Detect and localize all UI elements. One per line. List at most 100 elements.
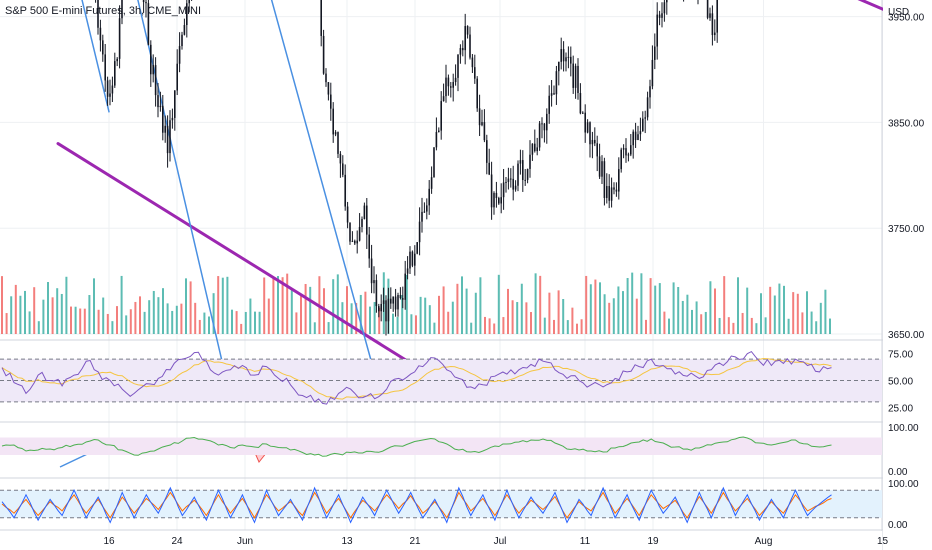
- candle-body: [154, 65, 157, 96]
- volume-bar: [553, 319, 555, 334]
- volume-bar: [677, 287, 680, 334]
- candle-body: [411, 251, 414, 266]
- volume-bar: [695, 301, 698, 334]
- candle-body: [430, 177, 433, 189]
- volume-bar: [479, 277, 482, 334]
- volume-bar: [543, 317, 546, 334]
- candle-body: [596, 143, 598, 157]
- volume-bar: [424, 297, 427, 334]
- volume-bar: [562, 299, 565, 334]
- trendline: [81, 0, 110, 113]
- candle-body: [342, 163, 344, 175]
- volume-bar: [134, 301, 137, 334]
- time-tick-label: 16: [103, 536, 115, 547]
- volume-bar: [244, 311, 247, 334]
- osc2-band: [0, 437, 882, 455]
- volume-bar: [438, 295, 440, 334]
- candle-body: [445, 77, 447, 97]
- candle-body: [469, 34, 471, 58]
- candle-body: [706, 0, 709, 18]
- time-tick-label: Aug: [755, 536, 773, 547]
- candle-body: [327, 82, 330, 95]
- candle-body: [373, 280, 375, 284]
- volume-bar: [5, 313, 8, 334]
- candle-body: [558, 61, 560, 72]
- candle-body: [454, 77, 457, 83]
- volume-bar: [525, 302, 528, 334]
- volume-bar: [10, 296, 13, 334]
- volume-bar: [42, 299, 45, 334]
- volume-bar: [668, 318, 670, 334]
- volume-bar: [608, 302, 611, 334]
- candle-body: [555, 71, 558, 95]
- volume-bar: [474, 292, 477, 334]
- volume-bar: [801, 312, 804, 334]
- candle-body: [517, 163, 519, 186]
- volume-bar: [796, 293, 799, 334]
- candle-body: [106, 80, 109, 97]
- volume-bar: [116, 306, 118, 334]
- candle-body: [625, 148, 627, 156]
- volume-bar: [341, 302, 344, 334]
- volume-bar: [336, 274, 339, 334]
- candle-body: [562, 49, 565, 62]
- volume-bar: [769, 286, 772, 334]
- candle-body: [618, 169, 620, 192]
- time-scale[interactable]: 16 24 Jun 13 21 Jul 11 19 Aug 15: [0, 531, 888, 550]
- candle-body: [452, 82, 454, 88]
- candle-body: [442, 96, 445, 102]
- candle-body: [368, 234, 370, 259]
- candle-body: [591, 139, 594, 145]
- candle-body: [661, 13, 663, 18]
- volume-bar: [106, 313, 109, 334]
- volume-bar: [810, 311, 813, 334]
- volume-bar: [346, 286, 348, 334]
- volume-bar: [231, 309, 233, 334]
- candle-body: [375, 280, 378, 307]
- candle-body: [538, 123, 541, 148]
- candle-body: [598, 156, 601, 177]
- candle-body: [462, 48, 464, 51]
- candle-body: [512, 178, 514, 190]
- volume-bar: [175, 305, 178, 334]
- candle-body: [433, 147, 435, 178]
- volume-bar: [658, 283, 661, 334]
- volume-bar: [120, 275, 123, 334]
- volume-bar: [787, 318, 790, 334]
- candle-body: [457, 54, 459, 78]
- volume-bar: [60, 293, 63, 334]
- candle-body: [337, 132, 339, 154]
- candle-body: [166, 125, 169, 154]
- candle-body: [169, 120, 171, 154]
- volume-bar: [433, 322, 436, 334]
- volume-bar: [28, 311, 31, 334]
- candle-body: [622, 148, 625, 150]
- volume-bar: [493, 323, 496, 334]
- volume-bar: [373, 302, 376, 334]
- volume-bar: [369, 306, 371, 334]
- candle-body: [634, 131, 637, 141]
- symbol-title[interactable]: S&P 500 E-mini Futures, 3h, CME_MINI: [5, 5, 202, 17]
- volume-bar: [783, 285, 785, 334]
- volume-bar: [447, 311, 450, 334]
- candle-body: [505, 181, 507, 183]
- price-tick-label: 3650.00: [888, 330, 925, 341]
- volume-bar: [415, 315, 417, 334]
- time-tick-label: 13: [341, 536, 353, 547]
- rsi-tick-label: 50.00: [888, 377, 913, 388]
- time-tick-label: 21: [409, 536, 421, 547]
- volume-bar: [203, 312, 206, 334]
- volume-bar: [709, 281, 712, 334]
- volume-bar: [378, 307, 381, 334]
- candle-body: [164, 125, 166, 133]
- candle-body: [104, 54, 106, 81]
- candle-body: [488, 162, 490, 175]
- candle-body: [471, 57, 474, 68]
- volume-bar: [746, 287, 749, 334]
- volume-bar: [162, 288, 164, 334]
- candle-body: [613, 187, 615, 190]
- candle-body: [406, 268, 409, 274]
- volume-bar: [263, 277, 266, 334]
- price-scale[interactable]: USD4150.004050.003950.003850.003750.0036…: [836, 0, 932, 550]
